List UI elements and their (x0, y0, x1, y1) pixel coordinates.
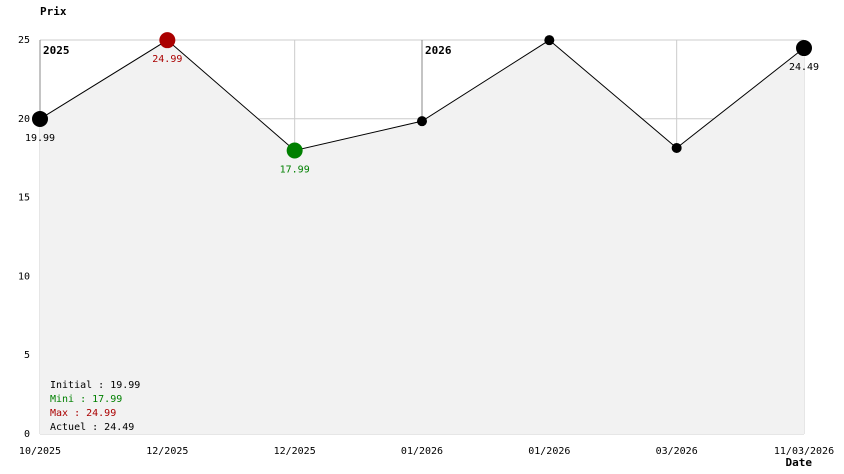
point (796, 40, 812, 57)
area (40, 40, 804, 435)
x-tick-label: 12/2025 (146, 446, 188, 457)
x-tick-label: 01/2026 (528, 446, 570, 457)
data-label: 24.99 (152, 54, 182, 65)
point (286, 142, 303, 159)
point (32, 110, 48, 127)
x-tick-label: 12/2025 (274, 446, 316, 457)
y-tick-label: 10 (18, 271, 30, 282)
y-axis-title: Prix (40, 5, 67, 18)
data-label: 17.99 (280, 164, 310, 175)
y-tick-label: 15 (18, 193, 30, 204)
point (671, 142, 682, 153)
summary-line: Max : 24.99 (50, 408, 116, 419)
summary-line: Mini : 17.99 (50, 394, 122, 405)
x-tick-label: 10/2025 (19, 446, 61, 457)
y-tick-label: 20 (18, 114, 30, 125)
point (159, 32, 176, 49)
data-label: 24.49 (789, 62, 819, 73)
summary-line: Initial : 19.99 (50, 380, 140, 391)
summary-line: Actuel : 24.49 (50, 422, 134, 433)
point (544, 35, 555, 46)
year-label: 2026 (425, 44, 452, 57)
x-tick-label: 01/2026 (401, 446, 443, 457)
y-tick-label: 0 (24, 429, 30, 440)
x-tick-label: 11/03/2026 (774, 446, 834, 457)
x-axis-title: Date (786, 456, 813, 469)
x-tick-label: 03/2026 (656, 446, 698, 457)
data-label: 19.99 (25, 133, 55, 144)
y-tick-label: 5 (24, 350, 30, 361)
point (417, 116, 427, 127)
y-tick-label: 25 (18, 35, 30, 46)
year-label: 2025 (43, 44, 70, 57)
